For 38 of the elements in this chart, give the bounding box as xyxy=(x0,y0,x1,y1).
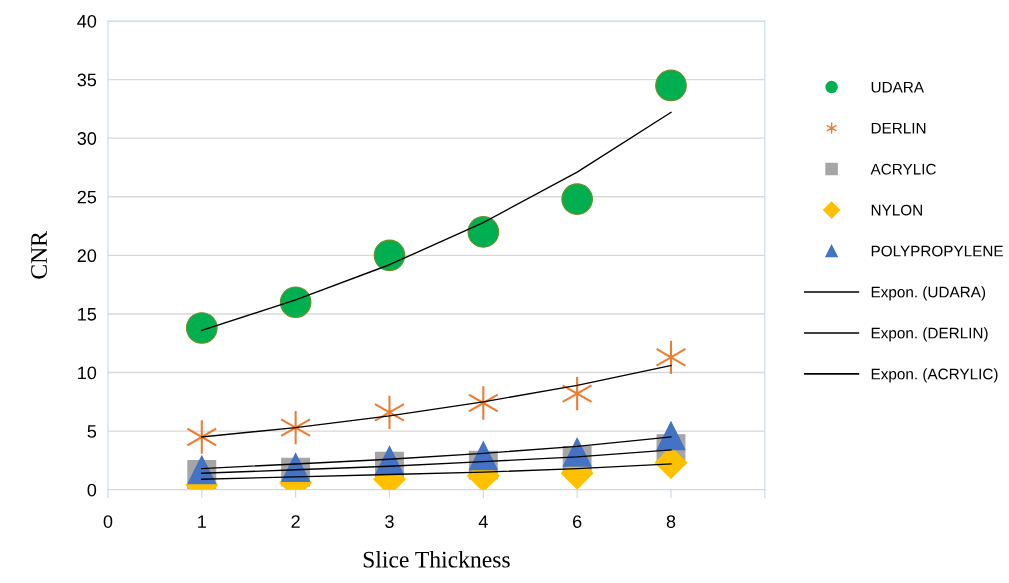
point xyxy=(186,419,218,455)
x-tick-label: 1 xyxy=(198,515,206,528)
y-tick-label: 10 xyxy=(78,366,97,380)
point xyxy=(185,312,218,344)
y-tick-label: 5 xyxy=(87,425,97,438)
point xyxy=(562,437,592,467)
point xyxy=(374,394,405,431)
y-axis-title: CNR xyxy=(31,231,47,279)
y-tick-label: 20 xyxy=(77,249,97,263)
y-tick-label: 0 xyxy=(87,483,97,497)
point xyxy=(655,69,687,102)
y-tick-label: 35 xyxy=(77,73,97,87)
legend-label: Expon. (UDARA) xyxy=(871,286,986,301)
legend-label: UDARA xyxy=(871,81,924,93)
x-axis-title: Slice Thickness xyxy=(363,551,510,568)
point xyxy=(279,286,312,319)
x-tick-label: 3 xyxy=(385,515,394,528)
x-tick-label: 0 xyxy=(103,515,113,528)
y-tick-label: 15 xyxy=(78,308,97,321)
legend-label: DERLIN xyxy=(871,122,926,134)
point xyxy=(467,216,500,248)
legend-label: Expon. (ACRYLIC) xyxy=(871,368,998,383)
y-tick-label: 25 xyxy=(77,190,97,204)
x-tick-label: 6 xyxy=(573,515,582,528)
legend-label: POLYPROPYLENE xyxy=(871,245,1003,257)
point xyxy=(373,239,406,272)
point xyxy=(561,183,593,215)
legend-label: Expon. (DERLIN) xyxy=(871,327,988,342)
x-tick-label: 2 xyxy=(291,515,300,528)
x-tick-label: 4 xyxy=(478,515,488,528)
y-tick-label: 40 xyxy=(77,14,97,28)
point xyxy=(561,375,593,412)
legend-label: ACRYLIC xyxy=(870,163,936,175)
point xyxy=(656,421,686,451)
legend-label: NYLON xyxy=(871,204,922,216)
point xyxy=(655,339,687,376)
x-tick-label: 8 xyxy=(666,515,676,528)
y-tick-label: 30 xyxy=(77,132,97,145)
